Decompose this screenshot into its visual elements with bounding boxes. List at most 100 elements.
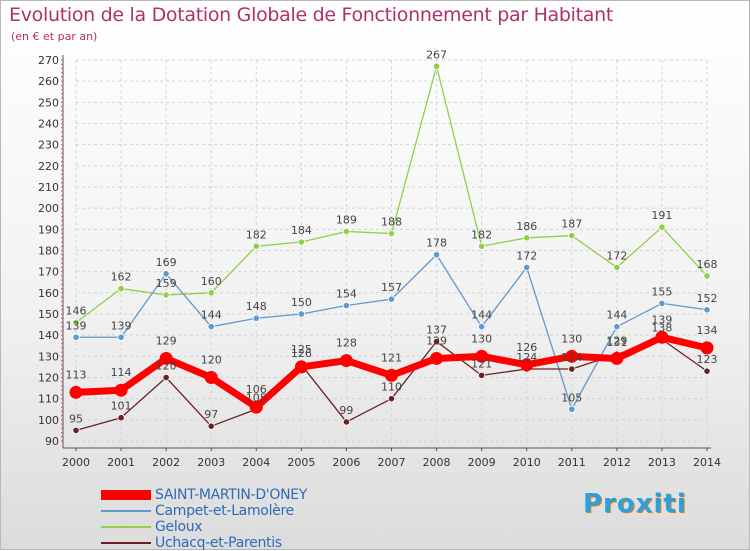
legend-item: Uchacq-et-Parentis	[101, 535, 307, 551]
data-point	[204, 371, 218, 384]
y-tick-label: 200	[38, 202, 59, 215]
y-tick-label: 270	[38, 54, 59, 67]
data-label: 184	[291, 224, 312, 237]
y-tick-label: 220	[38, 160, 59, 173]
data-point	[703, 367, 711, 375]
data-label: 182	[246, 228, 267, 241]
data-label: 129	[156, 334, 177, 347]
data-label: 157	[381, 281, 402, 294]
data-label: 129	[606, 334, 627, 347]
data-label: 155	[651, 285, 672, 298]
y-tick-label: 140	[38, 329, 59, 342]
data-label: 172	[606, 249, 627, 262]
x-tick-label: 2010	[513, 456, 541, 469]
data-point	[613, 263, 621, 272]
data-label: 97	[204, 408, 218, 421]
y-tick-label: 100	[38, 414, 59, 427]
data-label: 144	[606, 309, 627, 322]
data-label: 139	[111, 319, 132, 332]
data-point	[339, 354, 353, 368]
y-tick-label: 250	[38, 96, 59, 109]
legend-swatch	[101, 490, 151, 500]
legend-label: Campet-et-Lamolère	[155, 503, 294, 519]
y-tick-label: 170	[38, 266, 59, 279]
data-label: 191	[651, 209, 672, 222]
x-tick-label: 2007	[378, 456, 406, 469]
data-point	[565, 349, 579, 363]
data-point	[432, 62, 441, 70]
data-point	[430, 351, 444, 365]
data-label: 188	[381, 216, 402, 229]
data-label: 172	[516, 249, 537, 262]
data-point	[207, 422, 215, 430]
data-point	[249, 400, 263, 414]
data-point	[117, 414, 125, 422]
data-label: 178	[426, 237, 447, 250]
data-label: 144	[201, 309, 222, 322]
data-label: 139	[66, 319, 87, 332]
x-tick-label: 2000	[62, 456, 90, 469]
x-tick-label: 2004	[242, 456, 270, 469]
data-point	[162, 291, 170, 299]
data-point	[162, 373, 170, 382]
data-label: 105	[561, 391, 582, 404]
series-lines	[69, 62, 714, 435]
data-label: 134	[697, 324, 718, 337]
data-label: 121	[381, 351, 402, 364]
data-label: 160	[201, 275, 222, 288]
data-point	[478, 371, 486, 379]
data-label: 120	[201, 354, 222, 367]
data-label: 162	[111, 271, 132, 284]
legend-label: SAINT-MARTIN-D'ONEY	[155, 487, 308, 503]
data-point	[658, 223, 666, 231]
data-point	[162, 270, 170, 278]
data-label: 101	[111, 400, 132, 413]
data-point	[703, 272, 711, 280]
data-label: 124	[561, 351, 582, 364]
axes: 90 100 110 120 130 140 150 160 170 180 190 200 210 22…	[38, 54, 721, 469]
chart-title: Evolution de la Dotation Globale de Fonc…	[9, 4, 614, 26]
x-tick-label: 2014	[693, 456, 721, 469]
line-chart: 90 100 110 120 130 140 150 160 170 180 190 200 210 22…	[38, 48, 721, 469]
data-label: 126	[516, 341, 537, 354]
legend-item: Campet-et-Lamolère	[101, 503, 307, 519]
data-label: 105	[246, 391, 267, 404]
data-label: 186	[516, 220, 537, 233]
data-label: 150	[291, 296, 312, 309]
y-tick-label: 240	[38, 118, 59, 131]
y-tick-label: 90	[45, 435, 59, 448]
data-label: 130	[561, 332, 582, 345]
data-point	[159, 351, 173, 365]
x-tick-label: 2006	[332, 456, 360, 469]
data-point	[568, 405, 576, 413]
data-point	[478, 323, 486, 331]
data-point	[69, 385, 83, 399]
data-point	[342, 227, 351, 236]
data-label: 106	[246, 383, 267, 396]
y-tick-label: 210	[38, 181, 59, 194]
data-point	[432, 337, 441, 346]
x-tick-label: 2001	[107, 456, 135, 469]
data-label: 120	[156, 360, 177, 373]
x-tick-label: 2005	[287, 456, 315, 469]
data-point	[387, 295, 396, 303]
data-label: 137	[426, 324, 447, 337]
legend-swatch	[101, 526, 151, 528]
data-point	[703, 306, 711, 314]
data-point	[72, 318, 80, 327]
data-point	[478, 242, 486, 250]
data-point	[342, 301, 351, 310]
x-tick-label: 2003	[197, 456, 225, 469]
data-point	[610, 351, 624, 365]
y-tick-label: 120	[38, 372, 59, 385]
data-labels: 146 162 159 160 182 184 189 188 267 182 186 187 172 1…	[66, 48, 718, 425]
y-tick-label: 150	[38, 308, 59, 321]
x-tick-label: 2008	[423, 456, 451, 469]
data-point	[207, 323, 215, 331]
data-label: 123	[697, 353, 718, 366]
data-label: 130	[471, 332, 492, 345]
data-label: 124	[516, 351, 537, 364]
data-point	[387, 229, 396, 238]
y-tick-label: 260	[38, 75, 59, 88]
